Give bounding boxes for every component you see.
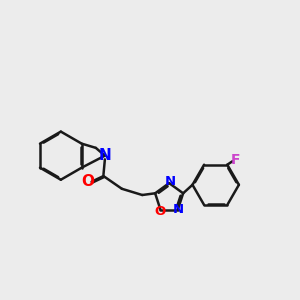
Text: N: N: [98, 148, 111, 163]
Text: O: O: [155, 205, 166, 218]
Text: N: N: [165, 175, 176, 188]
Text: O: O: [82, 174, 95, 189]
Text: F: F: [231, 153, 241, 167]
Text: N: N: [173, 203, 184, 216]
